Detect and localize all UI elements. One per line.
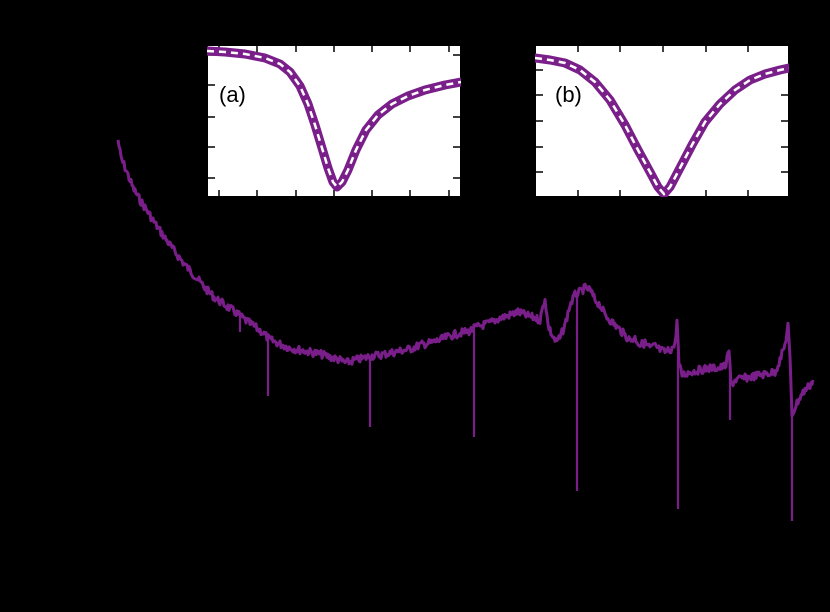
main-spectrum-line [116,139,815,418]
inset-b-label: (b) [555,82,582,107]
inset-a: (a) [206,44,462,198]
absorption-dips [238,293,794,521]
inset-a-label: (a) [219,82,246,107]
inset-a-fit-curve [207,49,461,189]
inset-b-fit-curve [535,56,789,196]
main-spectrum-plot [116,139,815,521]
inset-b: (b) [534,44,790,198]
